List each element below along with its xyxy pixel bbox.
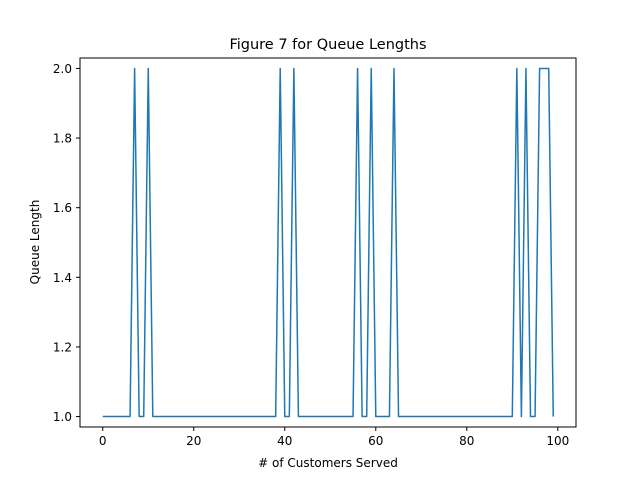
series-line-0 (102, 67, 554, 418)
y-axis-label: Queue Length (28, 200, 42, 285)
y-tick-label: 1.2 (53, 340, 72, 354)
y-tick-label: 2.0 (53, 62, 72, 76)
x-tick-label: 20 (186, 434, 201, 448)
x-axis-label: # of Customers Served (258, 456, 398, 470)
x-tick-label: 40 (277, 434, 292, 448)
x-tick-label: 100 (546, 434, 569, 448)
y-tick-label: 1.8 (53, 132, 72, 146)
y-tick-label: 1.6 (53, 201, 72, 215)
plot-area (102, 67, 554, 418)
x-tick-label: 80 (459, 434, 474, 448)
plot-frame (79, 57, 577, 428)
x-axis: 0 20 40 60 80 100 (99, 427, 569, 448)
x-tick-label: 60 (368, 434, 383, 448)
y-tick-label: 1.0 (53, 410, 72, 424)
chart-title: Figure 7 for Queue Lengths (229, 37, 426, 53)
y-axis: 1.0 1.2 1.4 1.6 1.8 2.0 (53, 62, 80, 424)
y-tick-label: 1.4 (53, 271, 72, 285)
x-tick-label: 0 (99, 434, 107, 448)
